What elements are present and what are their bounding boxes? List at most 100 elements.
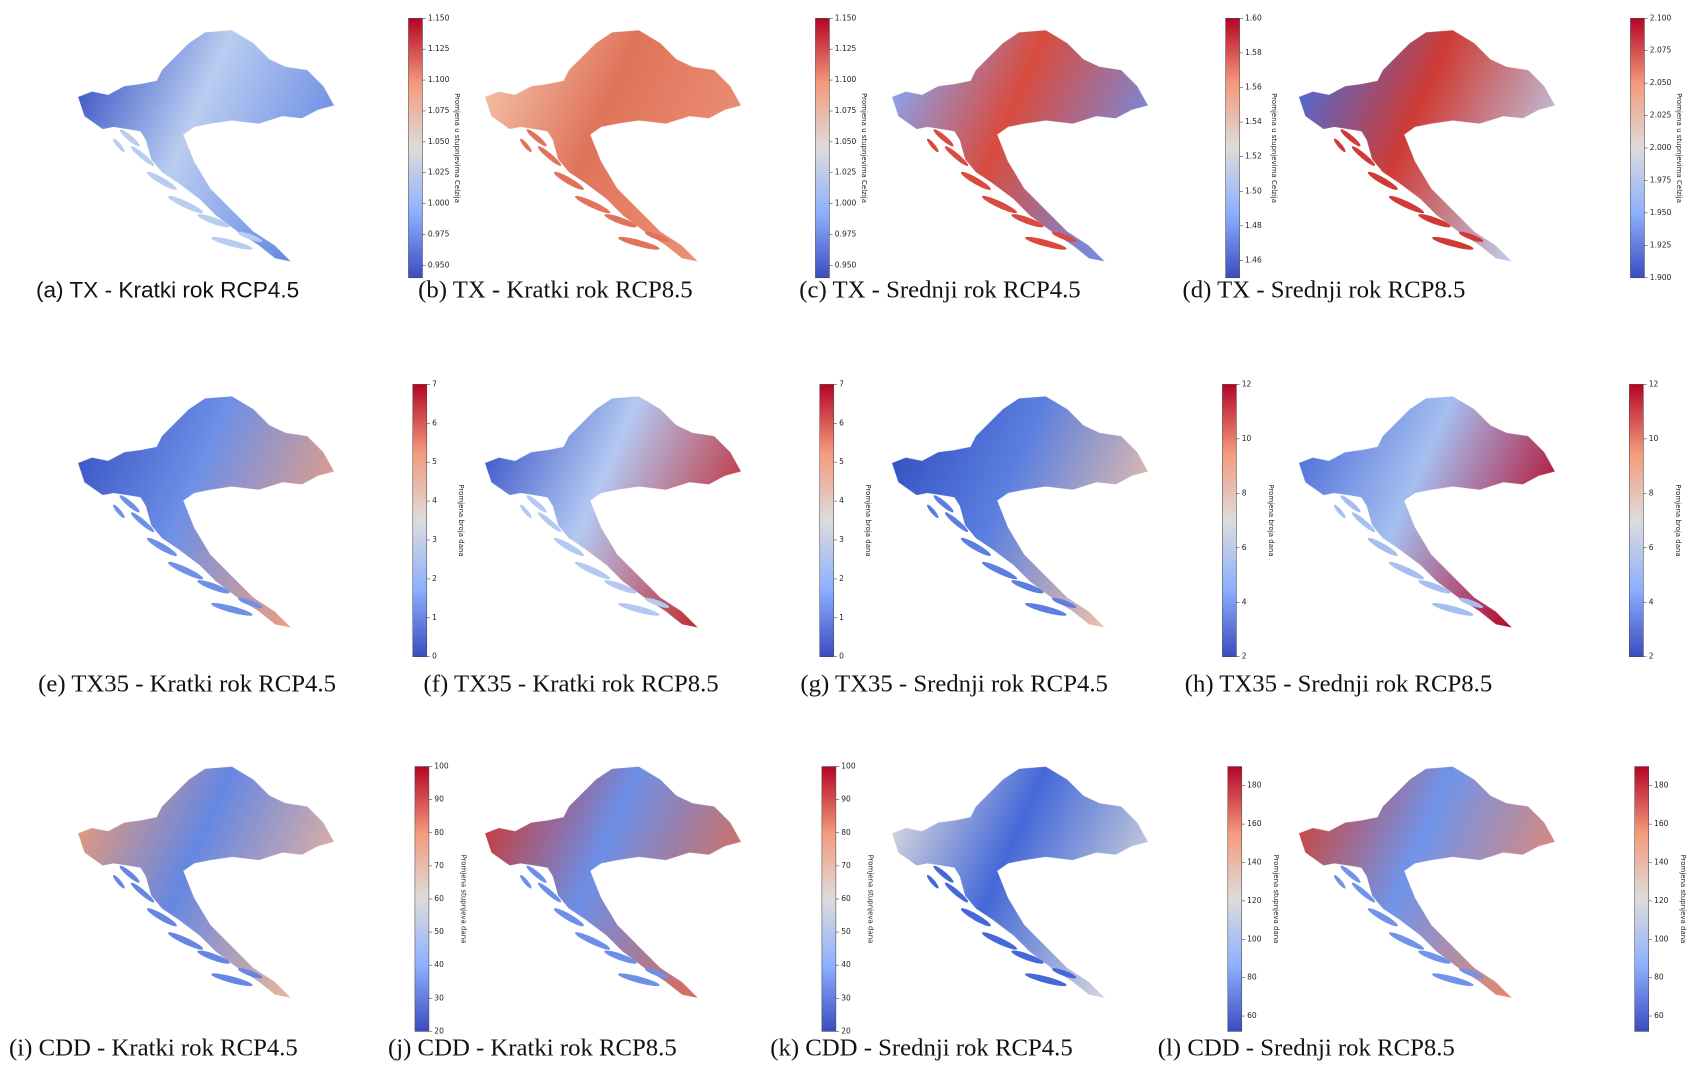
colorbar-tick-label: 0.950	[428, 260, 450, 269]
colorbar-tick-label: 5	[432, 457, 437, 466]
island	[1418, 950, 1451, 964]
colorbar-label: Promjena u stupnjevima Celzija	[1675, 93, 1683, 203]
island	[944, 882, 969, 903]
colorbar	[815, 18, 830, 279]
colorbar-tick-label: 2.025	[1650, 111, 1672, 120]
colorbar-tick-label: 10	[1242, 434, 1252, 443]
island	[927, 875, 939, 889]
island	[167, 932, 204, 950]
island	[537, 146, 562, 167]
map-region	[1298, 29, 1556, 263]
colorbar-tick-label: 100	[1247, 934, 1262, 943]
island	[553, 171, 584, 190]
island	[604, 214, 637, 228]
panel: 0 1 2 3 4 5 6 7 Promjena broja dana (e) TX35 - Kr…	[38, 379, 465, 697]
island	[211, 973, 253, 987]
colorbar	[412, 384, 428, 658]
colorbar-tick-label: 1.54	[1245, 117, 1262, 126]
island	[1418, 214, 1451, 228]
island	[537, 882, 562, 903]
island	[944, 512, 969, 533]
panel: 1.900 1.925 1.950 1.975 2.000 2.025 2.050 2.075…	[1183, 13, 1683, 303]
map-region	[891, 766, 1149, 999]
colorbar-tick-label: 1.050	[835, 137, 857, 146]
colorbar-tick-label: 1.025	[428, 168, 450, 177]
map	[891, 766, 1149, 999]
colorbar-tick-label: 1.100	[428, 75, 450, 84]
map	[77, 395, 335, 629]
island	[1025, 602, 1067, 616]
island	[1340, 129, 1361, 147]
colorbar	[819, 384, 835, 658]
colorbar-label: Promjena u stupnjevima Celzija	[860, 93, 868, 203]
colorbar-label: Promjena stupnjeva dana	[1679, 854, 1687, 943]
island	[1333, 875, 1346, 889]
island	[1367, 171, 1398, 190]
caption: (j) CDD - Kratki rok RCP8.5	[388, 1034, 677, 1061]
island	[933, 129, 954, 147]
colorbar-tick-label: 0.975	[835, 230, 857, 239]
colorbar-tick-label: 2.075	[1650, 46, 1672, 55]
colorbar-tick-label: 100	[434, 762, 449, 771]
colorbar-tick-label: 7	[432, 379, 437, 388]
colorbar-tick-label: 1.56	[1245, 82, 1262, 91]
colorbar-tick-label: 1.50	[1245, 186, 1262, 195]
caption: (k) CDD - Srednji rok RCP4.5	[770, 1034, 1073, 1061]
colorbar-tick-label: 60	[1247, 1011, 1257, 1020]
map	[1298, 395, 1556, 629]
island	[197, 214, 230, 228]
island	[1025, 973, 1067, 987]
colorbar-label: Promjena broja dana	[457, 484, 465, 556]
caption: (h) TX35 - Srednji rok RCP8.5	[1185, 670, 1493, 697]
island	[526, 129, 547, 147]
caption: (e) TX35 - Kratki rok RCP4.5	[38, 670, 336, 697]
island	[604, 580, 637, 594]
colorbar-tick-label: 6	[839, 418, 844, 427]
island	[1025, 236, 1067, 250]
colorbar-tick-label: 5	[839, 457, 844, 466]
island	[526, 865, 547, 883]
colorbar-tick-label: 0.950	[835, 260, 857, 269]
colorbar-tick-label: 60	[1654, 1011, 1664, 1020]
map-region	[77, 766, 335, 999]
island	[1340, 495, 1361, 513]
colorbar-tick-label: 1.000	[428, 199, 450, 208]
colorbar-tick-label: 0.975	[428, 230, 450, 239]
island	[1051, 968, 1077, 979]
colorbar-tick-label: 2.000	[1650, 143, 1672, 152]
colorbar-tick-label: 12	[1649, 379, 1659, 388]
island	[1431, 973, 1474, 987]
colorbar-tick-label: 50	[841, 927, 851, 936]
island	[981, 932, 1018, 950]
colorbar-tick-label: 1.150	[835, 13, 857, 22]
island	[1388, 195, 1425, 214]
island	[520, 875, 532, 889]
colorbar	[1634, 766, 1649, 1032]
colorbar-tick-label: 1.125	[428, 44, 450, 53]
colorbar-tick-label: 80	[1247, 973, 1257, 982]
island	[146, 171, 177, 190]
map	[484, 29, 742, 263]
island	[1011, 580, 1044, 594]
caption: (g) TX35 - Srednji rok RCP4.5	[800, 670, 1108, 697]
map-region	[484, 29, 742, 263]
colorbar-tick-label: 140	[1654, 858, 1669, 867]
caption: (a) TX - Kratki rok RCP4.5	[36, 278, 299, 303]
island	[197, 580, 230, 594]
island	[927, 138, 939, 153]
island	[960, 908, 991, 927]
map-region	[484, 766, 742, 999]
colorbar	[1222, 384, 1237, 658]
map-region	[77, 395, 335, 629]
colorbar-tick-label: 1.000	[835, 199, 857, 208]
colorbar-tick-label: 4	[1649, 597, 1654, 606]
island	[933, 865, 954, 883]
colorbar-tick-label: 1.075	[428, 106, 450, 115]
colorbar	[408, 18, 423, 279]
colorbar-tick-label: 1.050	[428, 137, 450, 146]
colorbar-tick-label: 80	[841, 828, 851, 837]
map	[484, 395, 742, 629]
island	[960, 171, 991, 190]
colorbar-tick-label: 1	[839, 613, 844, 622]
